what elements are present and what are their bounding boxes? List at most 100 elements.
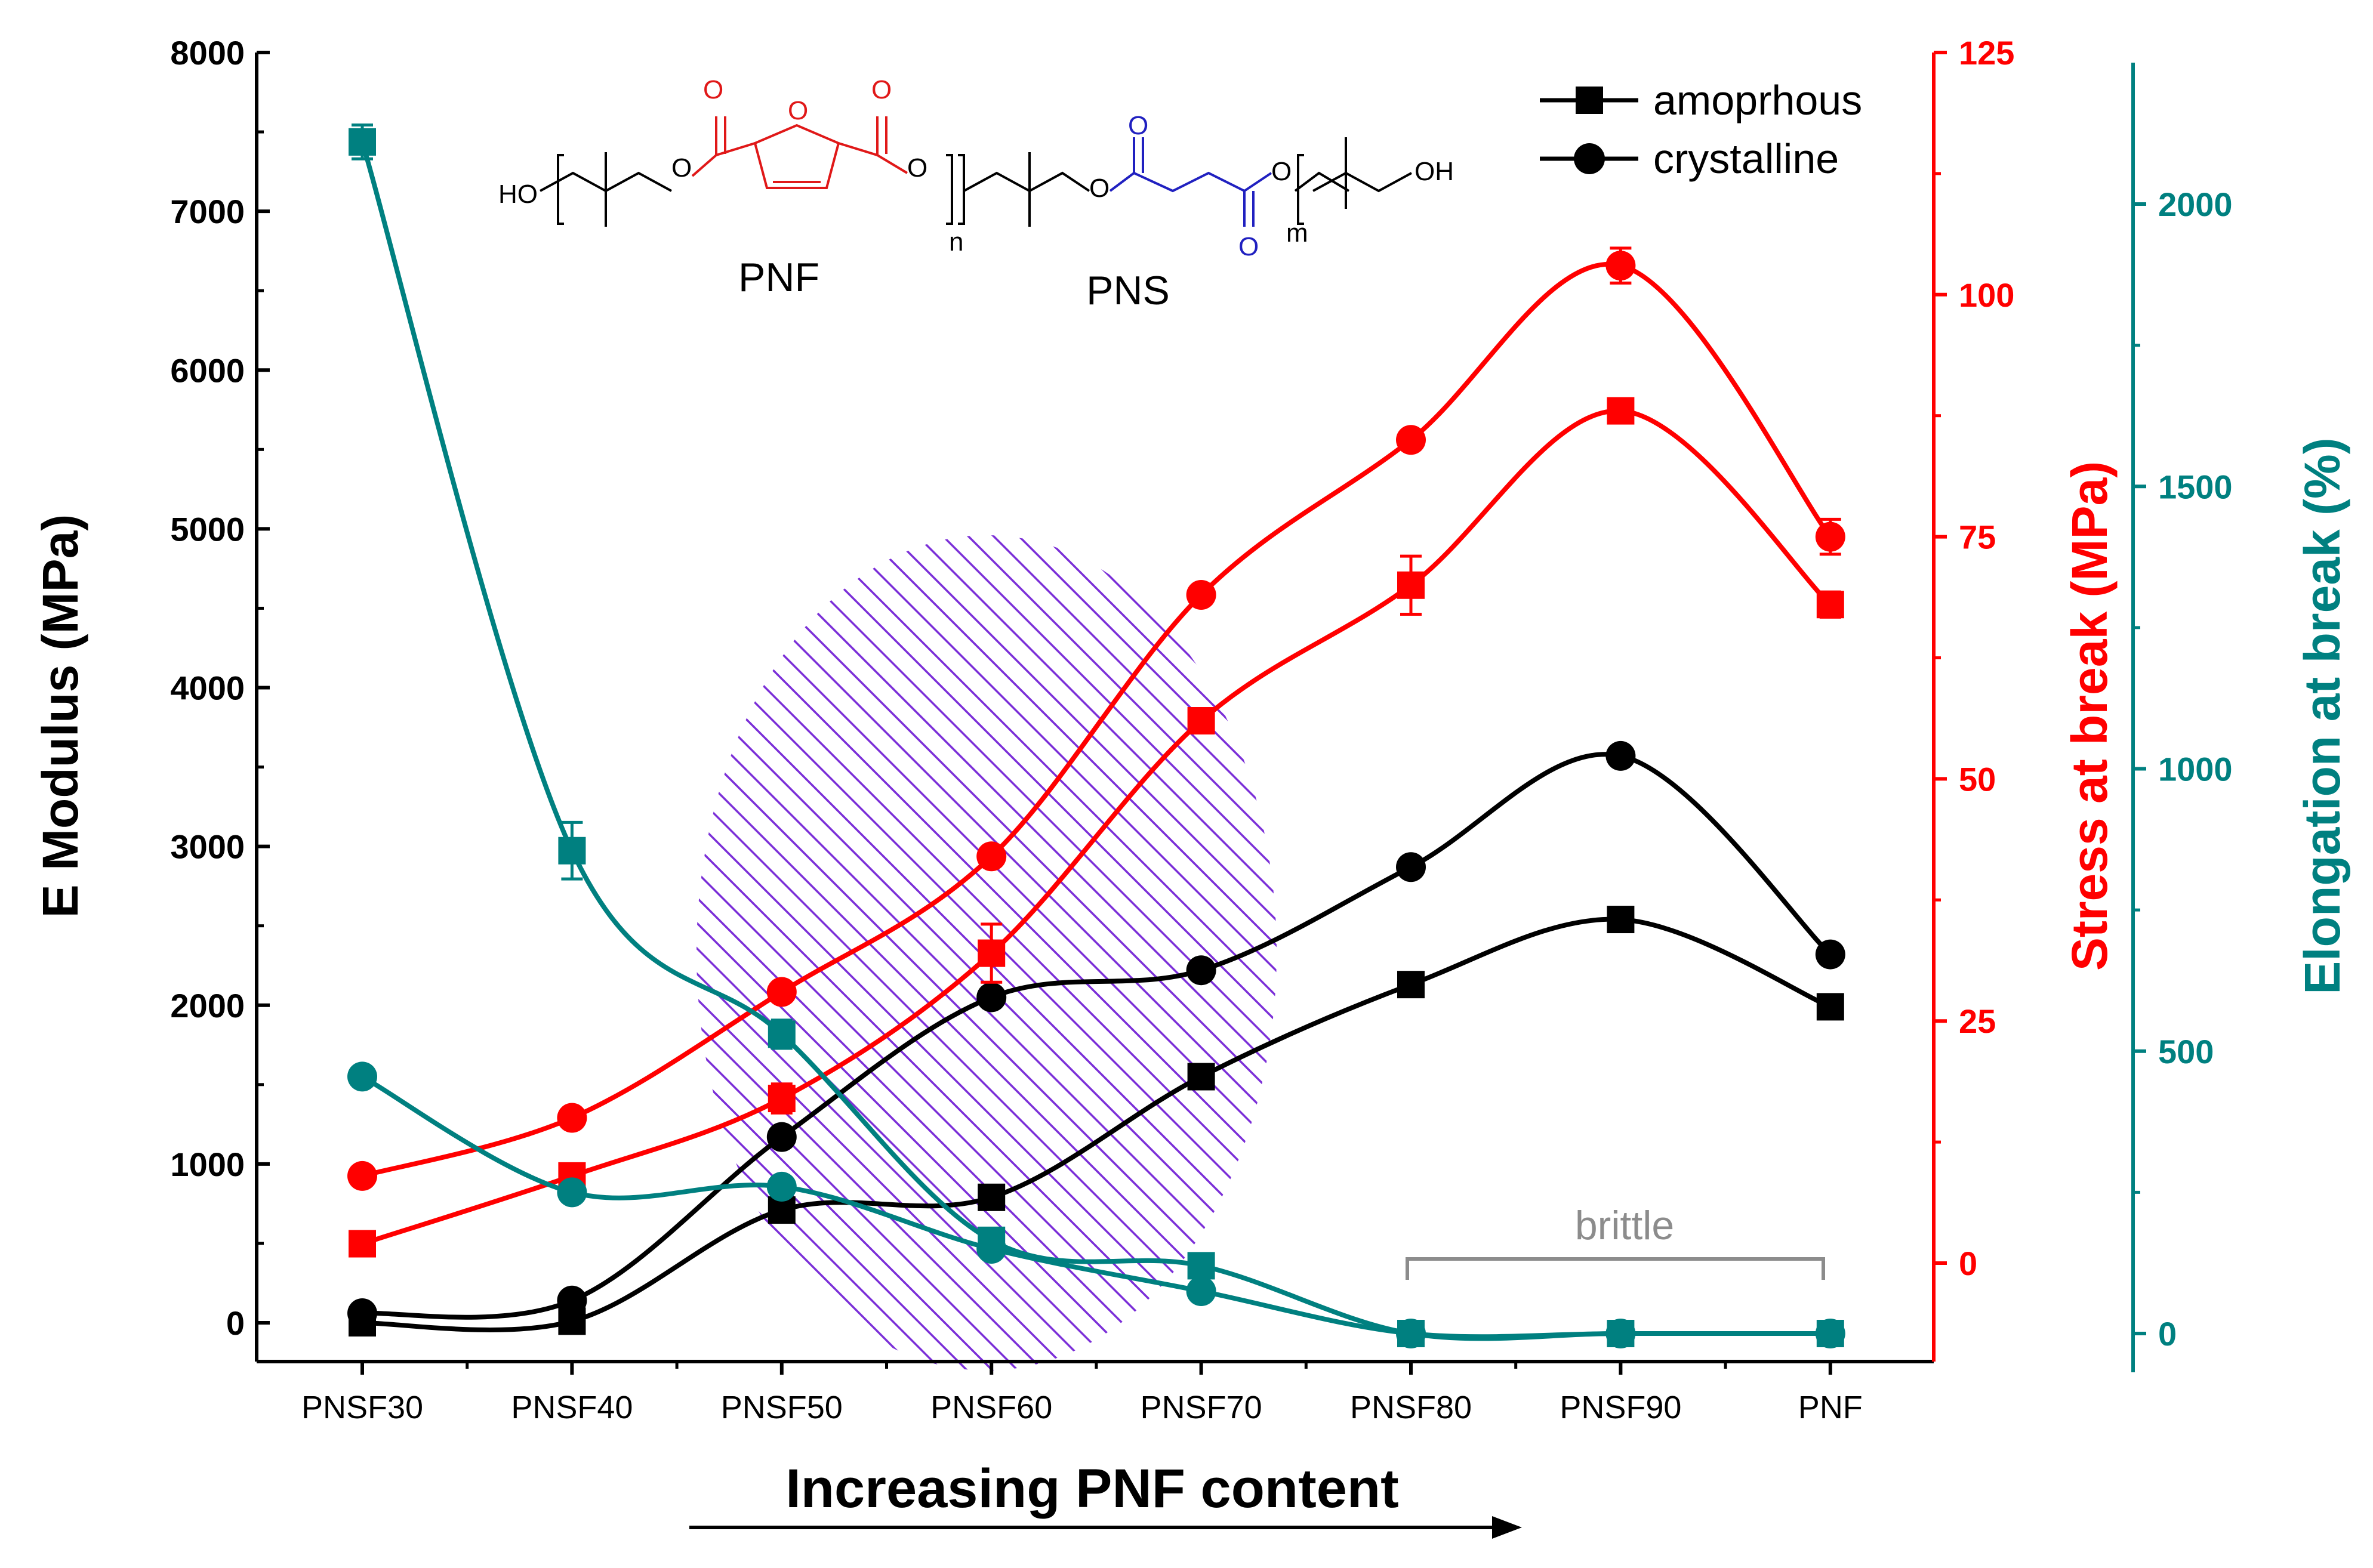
struct-o-1: O	[671, 153, 692, 183]
data-point-circle	[1396, 1319, 1426, 1348]
struct-ho: HO	[498, 180, 538, 209]
data-point-square	[1187, 1063, 1215, 1091]
right1-tick-label: 100	[1959, 276, 2014, 314]
x-tick-label: PNSF40	[511, 1390, 633, 1425]
right1-tick-label: 75	[1959, 518, 1996, 556]
struct-bracket-m	[1289, 155, 1349, 224]
left-tick-label: 6000	[170, 351, 245, 389]
data-point-circle	[1186, 1276, 1216, 1307]
left-ticks: 0 1000 2000 3000 4000 5000 6000 7000 8000	[170, 34, 270, 1342]
data-point-square	[349, 128, 376, 156]
data-point-square	[558, 837, 586, 865]
brittle-label: brittle	[1575, 1203, 1674, 1248]
data-point-circle	[1396, 852, 1426, 882]
data-point-square	[349, 1230, 376, 1258]
legend-circle-marker	[1574, 143, 1605, 174]
struct-pnf-ester-right	[838, 116, 908, 174]
data-point-circle	[1815, 521, 1845, 552]
x-tick-label: PNSF80	[1350, 1390, 1472, 1425]
data-point-circle	[557, 1103, 587, 1133]
legend-label-amorphous: amoprhous	[1653, 77, 1862, 124]
x-tick-label: PNSF60	[930, 1390, 1052, 1425]
series-elongation-crystalline	[347, 1061, 1845, 1348]
right2-tick-label: 2000	[2158, 186, 2233, 223]
right2-ticks: 0 500 1000 1500 2000	[2133, 186, 2233, 1353]
struct-o-8: O	[1271, 157, 1292, 186]
series-stress-amorphous	[349, 397, 1844, 1258]
right1-tick-label: 25	[1959, 1002, 1996, 1040]
data-point-circle	[1186, 955, 1216, 986]
struct-o-4: O	[907, 153, 927, 183]
x-tick-label: PNSF90	[1560, 1390, 1681, 1425]
x-tick-label: PNSF30	[301, 1390, 423, 1425]
data-point-circle	[347, 1061, 377, 1092]
x-arrow-head	[1492, 1516, 1522, 1539]
left-axis-title: E Modulus (MPa)	[32, 514, 88, 918]
struct-oh: OH	[1414, 157, 1454, 186]
left-tick-label: 8000	[170, 34, 245, 72]
data-point-square	[978, 939, 1006, 967]
x-axis-arrow: Increasing PNF content	[689, 1458, 1522, 1539]
legend-square-marker	[1576, 87, 1603, 114]
struct-pns-label: PNS	[1086, 268, 1170, 313]
data-point-circle	[976, 1234, 1007, 1264]
struct-chain-3	[1312, 137, 1412, 209]
data-point-circle	[1605, 251, 1636, 281]
data-point-circle	[1605, 1319, 1636, 1348]
left-tick-label: 1000	[170, 1146, 245, 1183]
right2-tick-label: 0	[2158, 1315, 2177, 1353]
data-point-circle	[1815, 1319, 1845, 1348]
data-point-square	[768, 1020, 796, 1048]
legend-label-crystalline: crystalline	[1653, 135, 1839, 182]
series-layer	[347, 123, 1845, 1348]
left-tick-label: 3000	[170, 828, 245, 866]
left-tick-label: 7000	[170, 193, 245, 230]
struct-o-5: O	[1089, 174, 1110, 203]
chemical-structure: HO O O O O O n O O O O m OH PNF PNS	[498, 75, 1454, 313]
legend-entry-amorphous: amoprhous	[1540, 77, 1862, 124]
right1-tick-label: 0	[1959, 1245, 1977, 1282]
x-tick-label: PNF	[1798, 1390, 1863, 1425]
right1-ticks: 0 25 50 75 100 125	[1934, 34, 2014, 1282]
struct-pnf-label: PNF	[738, 255, 819, 300]
right2-tick-label: 500	[2158, 1033, 2214, 1070]
x-tick-label: PNSF70	[1141, 1390, 1262, 1425]
data-point-circle	[766, 1122, 797, 1152]
data-point-circle	[1815, 939, 1845, 970]
x-tick-label: PNSF50	[721, 1390, 843, 1425]
x-axis-title: Increasing PNF content	[785, 1458, 1399, 1519]
struct-furan-ring	[753, 124, 840, 189]
left-tick-label: 5000	[170, 510, 245, 548]
data-point-circle	[557, 1177, 587, 1208]
struct-o-7: O	[1238, 232, 1259, 261]
struct-o-3: O	[871, 75, 892, 104]
left-tick-label: 4000	[170, 669, 245, 707]
left-tick-label: 0	[226, 1304, 245, 1342]
series-line	[361, 408, 1832, 1246]
right2-axis-title: Elongation at break (%)	[2294, 437, 2350, 994]
struct-o-ring: O	[788, 96, 808, 125]
data-point-square	[1187, 707, 1215, 735]
data-point-square	[1816, 591, 1844, 619]
data-point-square	[1816, 993, 1844, 1021]
data-point-square	[1607, 906, 1635, 934]
struct-m: m	[1286, 218, 1308, 248]
data-point-square	[1187, 1252, 1215, 1280]
data-point-square	[978, 1183, 1006, 1211]
data-point-circle	[976, 982, 1007, 1013]
brittle-annotation: brittle	[1406, 1203, 1825, 1280]
left-tick-label: 2000	[170, 987, 245, 1024]
right1-tick-label: 125	[1959, 34, 2014, 72]
data-point-circle	[557, 1285, 587, 1316]
data-point-circle	[976, 841, 1007, 872]
legend-entry-crystalline: crystalline	[1540, 135, 1839, 182]
data-point-circle	[1396, 425, 1426, 455]
series-stress-crystalline	[347, 246, 1845, 1191]
series-line	[362, 916, 1832, 1332]
right2-tick-label: 1500	[2158, 468, 2233, 505]
data-point-square	[1607, 397, 1635, 425]
struct-n: n	[949, 227, 963, 257]
data-point-circle	[1186, 579, 1216, 610]
